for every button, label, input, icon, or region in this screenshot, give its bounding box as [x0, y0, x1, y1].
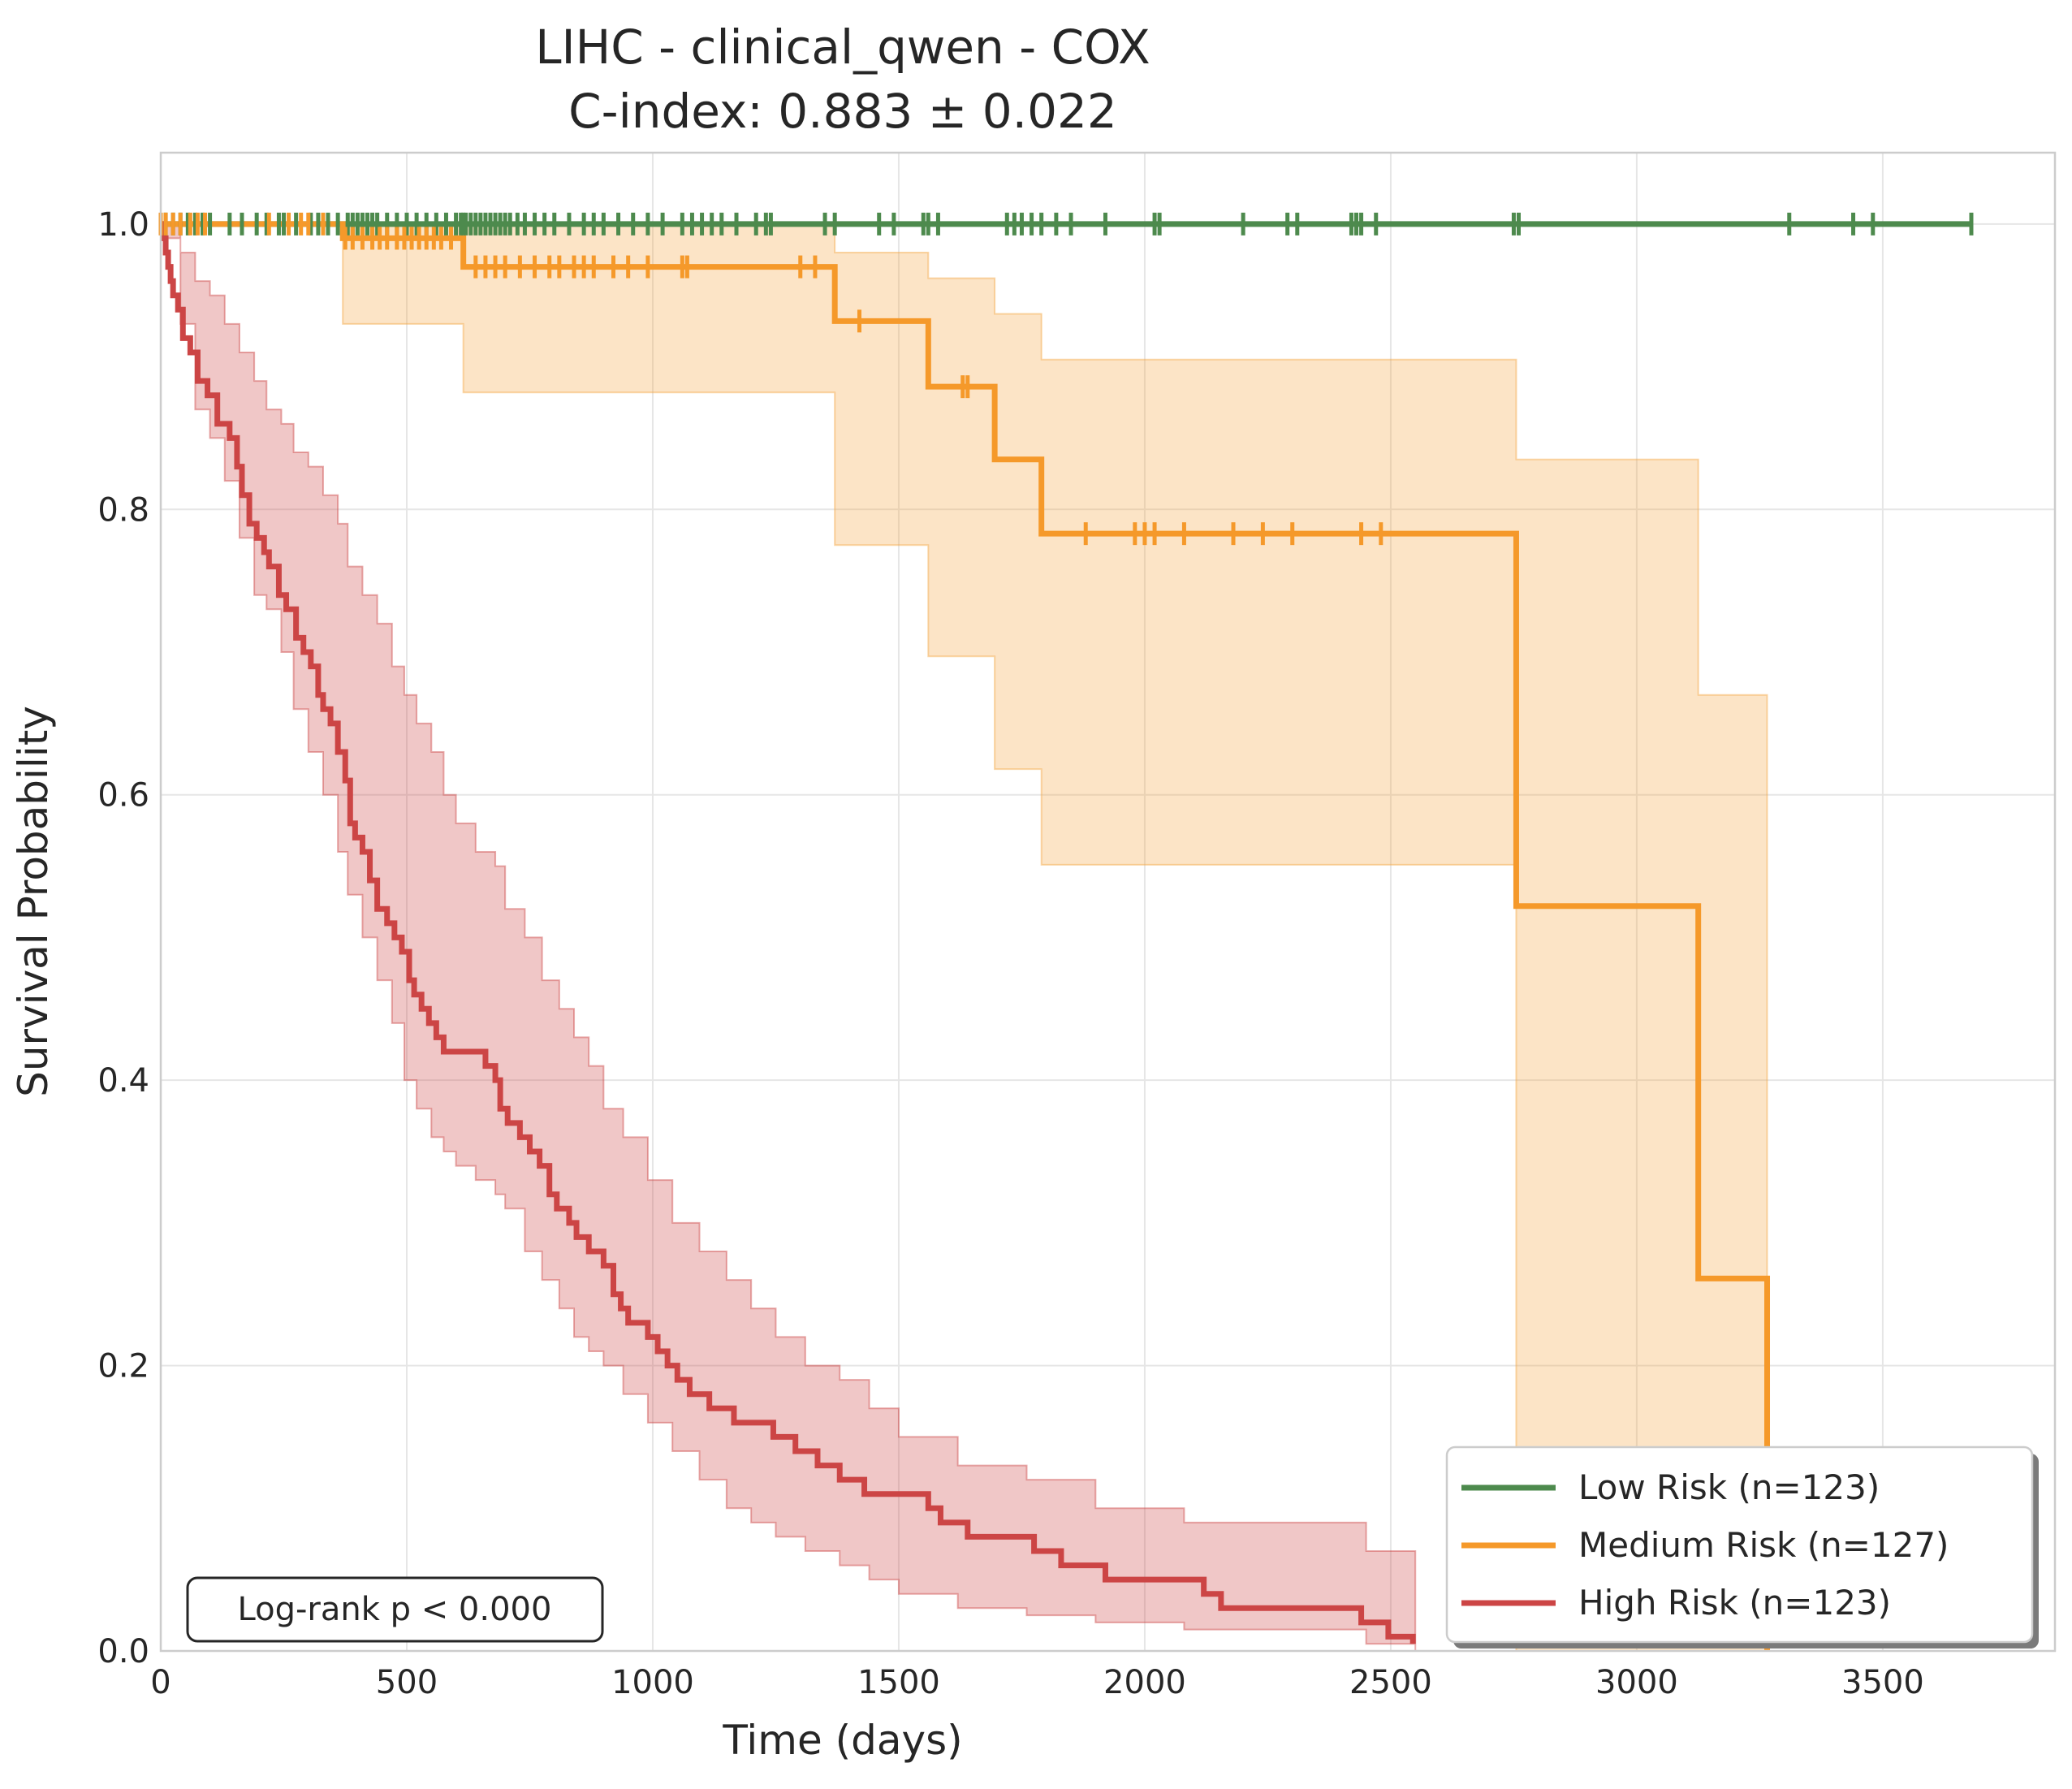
- survival-curve: [160, 221, 1416, 1644]
- logrank-annotation: Log-rank p < 0.000: [186, 1576, 604, 1643]
- legend-label: High Risk (n=123): [1578, 1583, 1891, 1623]
- chart-title: LIHC - clinical_qwen - COX: [535, 19, 1150, 75]
- y-tick-label: 0.4: [97, 1062, 149, 1100]
- x-axis-label: Time (days): [722, 1717, 962, 1764]
- x-tick-label: 3000: [1595, 1664, 1678, 1701]
- x-tick-label: 500: [376, 1664, 438, 1701]
- y-axis-label: Survival Probability: [10, 706, 57, 1097]
- annotation-box: [186, 1576, 604, 1643]
- legend: Low Risk (n=123) Medium Risk (n=127) High …: [1445, 1445, 2039, 1649]
- x-tick-label: 2000: [1103, 1664, 1186, 1701]
- axes-frame: [159, 151, 2057, 1653]
- x-tick-label: 2500: [1349, 1664, 1432, 1701]
- confidence-band: [160, 223, 1417, 1651]
- y-tick-label: 0.6: [97, 777, 149, 815]
- chart-subtitle: C-index: 0.883 ± 0.022: [568, 84, 1117, 139]
- x-tick-label: 1000: [611, 1664, 694, 1701]
- legend-label: Low Risk (n=123): [1578, 1467, 1880, 1507]
- x-tick-label: 1500: [857, 1664, 940, 1701]
- y-tick-label: 1.0: [97, 206, 149, 244]
- annotation-text: Log-rank p < 0.000: [238, 1591, 552, 1628]
- y-tick-label: 0.8: [97, 491, 149, 529]
- legend-box: [1445, 1445, 2034, 1644]
- plot-area: 0 500 1000 1500 2000 2500 3000 3500 0.0 0.2 0.4 0.6…: [97, 151, 2057, 1701]
- legend-label: Medium Risk (n=127): [1578, 1525, 1949, 1565]
- confidence-band: [342, 223, 1768, 1652]
- x-tick-label: 0: [150, 1664, 171, 1701]
- y-tick-label: 0.2: [97, 1348, 149, 1385]
- y-tick-label: 0.0: [97, 1633, 149, 1670]
- x-tick-label: 3500: [1841, 1664, 1924, 1701]
- survival-curve: [161, 221, 1771, 1651]
